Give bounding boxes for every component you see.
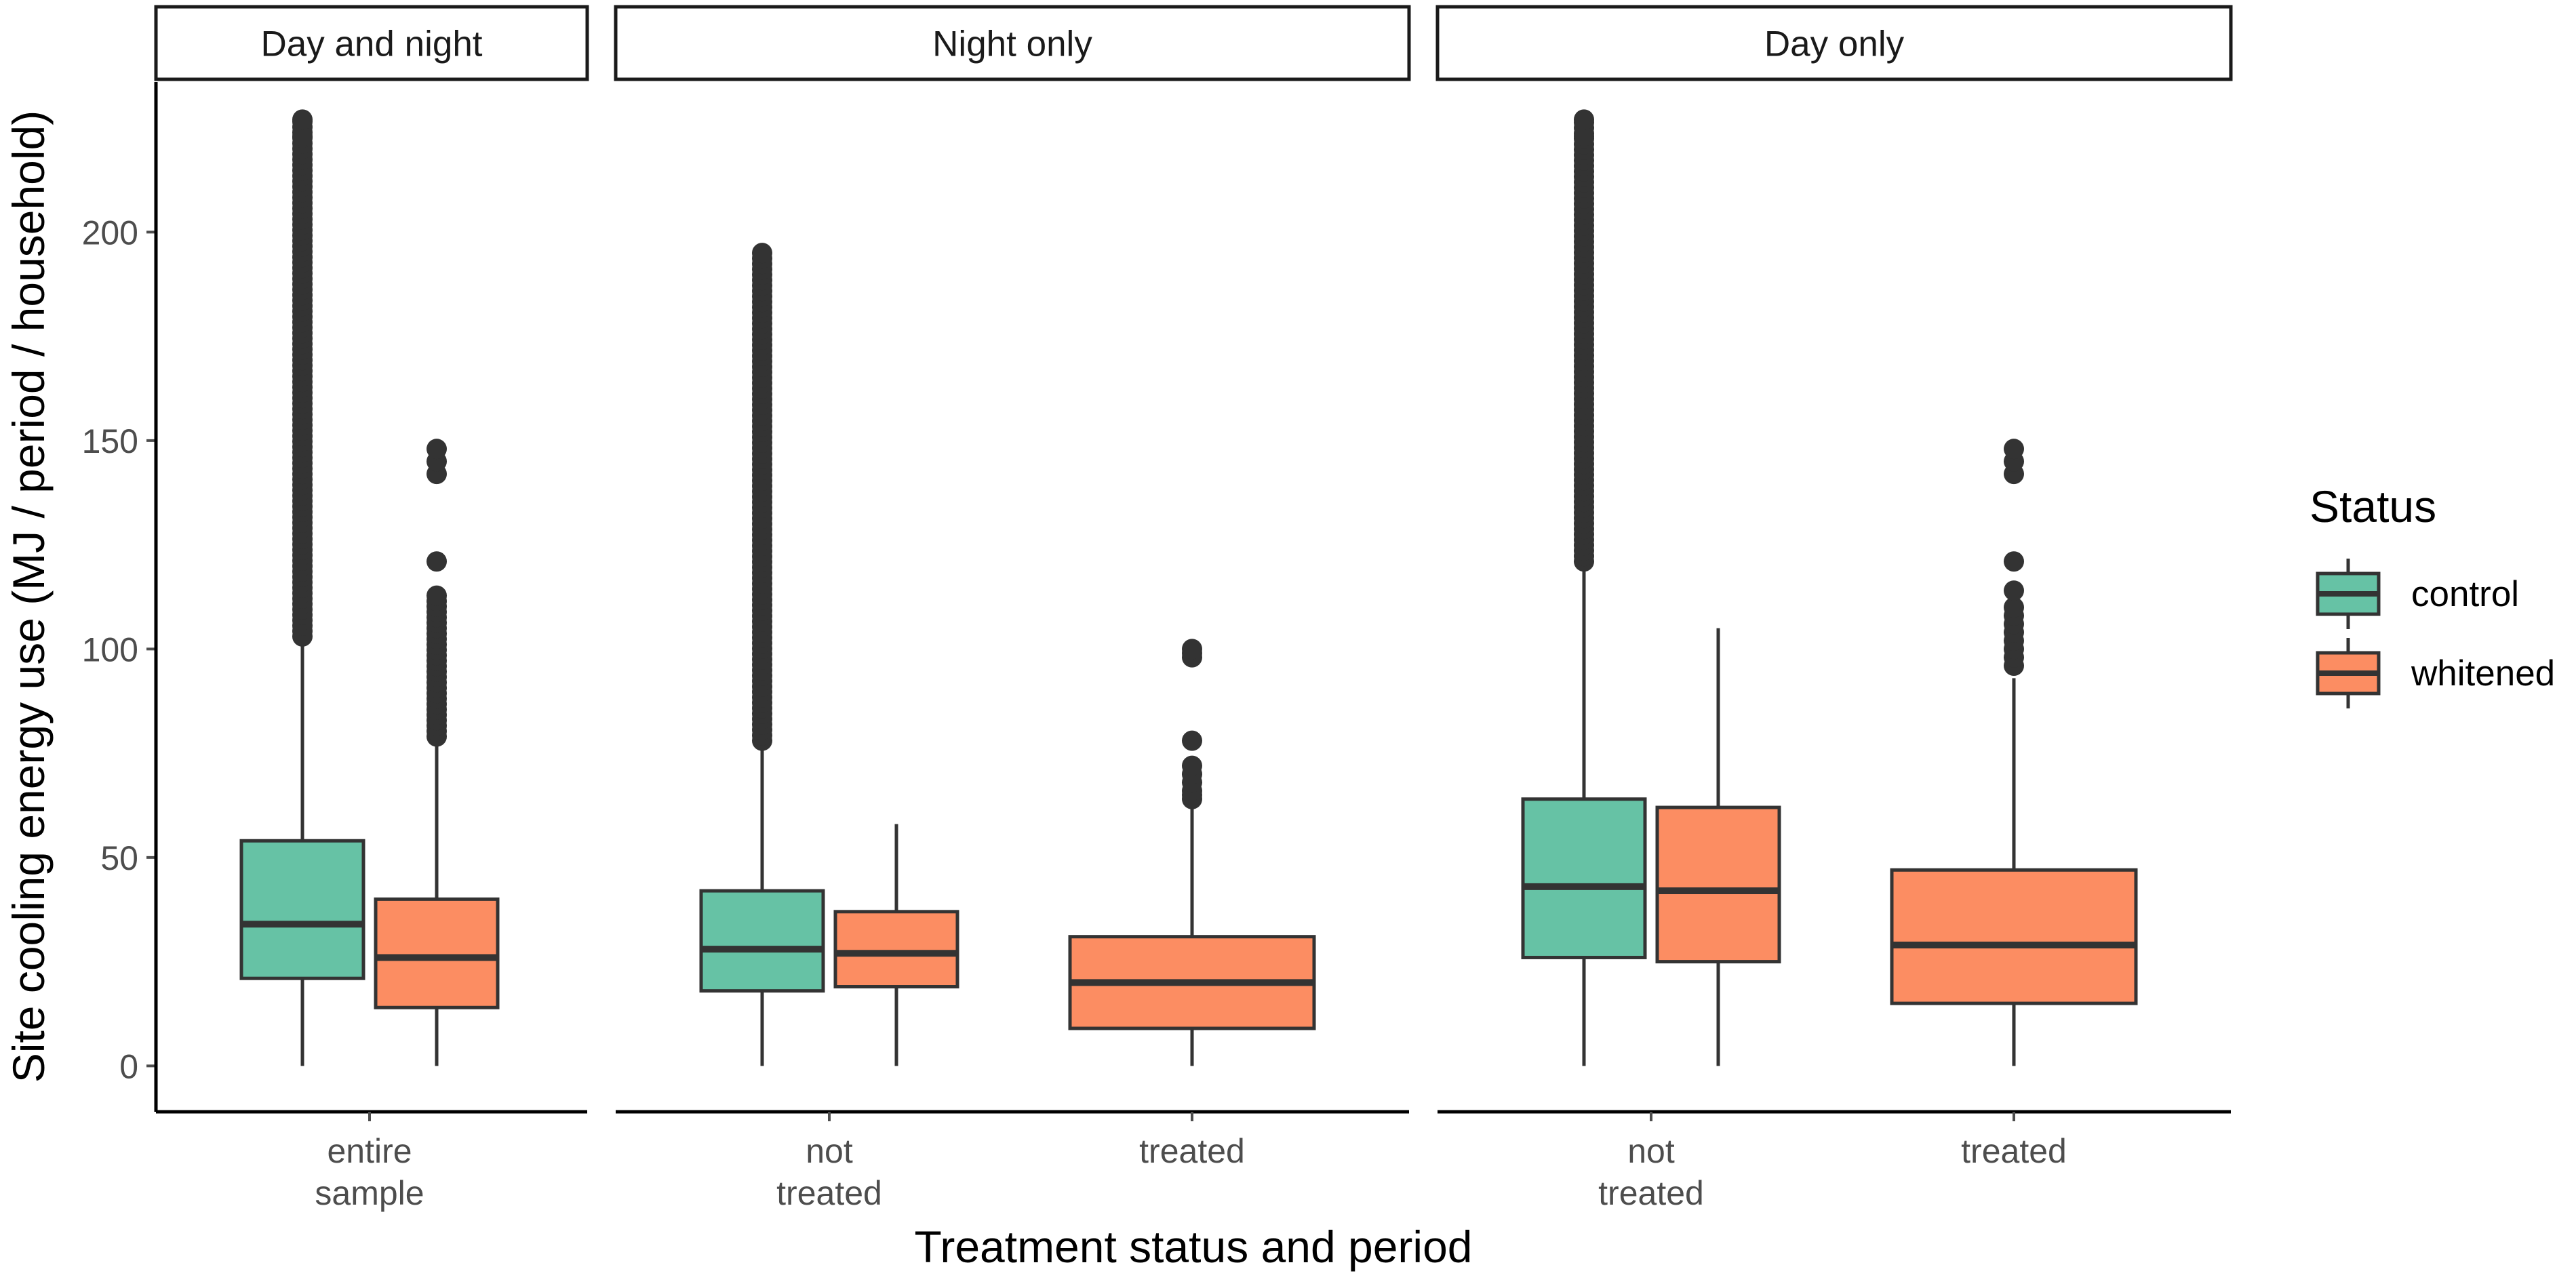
box-iqr-control <box>699 889 825 993</box>
outlier-point <box>2004 439 2024 460</box>
facet-strip <box>154 5 589 81</box>
facet-strip-label: Day and night <box>260 24 482 64</box>
box-iqr-control <box>239 839 365 980</box>
outlier-point <box>1182 730 1202 751</box>
x-tick-label: treated <box>1139 1132 1245 1170</box>
y-axis-title: Site cooling energy use (MJ / period / h… <box>3 110 54 1083</box>
y-tick-label: 150 <box>82 422 138 460</box>
outlier-point <box>1574 109 1594 130</box>
x-tick-label: entire <box>327 1132 412 1170</box>
outlier-point <box>1182 755 1202 776</box>
x-tick-label: not <box>1627 1132 1675 1170</box>
y-tick-label: 100 <box>82 630 138 668</box>
legend-item-label: control <box>2411 574 2519 614</box>
x-tick-label: treated <box>1961 1132 2067 1170</box>
outlier-point <box>427 551 447 572</box>
outlier-point <box>2004 551 2024 572</box>
y-tick-label: 200 <box>82 214 138 252</box>
outlier-point <box>752 243 772 264</box>
box-iqr-whitened <box>374 897 500 1009</box>
facet-strip-label: Night only <box>932 24 1092 64</box>
outlier-point <box>2004 580 2024 601</box>
y-tick-label: 50 <box>100 839 138 877</box>
legend-item-label: whitened <box>2411 654 2555 694</box>
outlier-point <box>427 585 447 606</box>
x-tick-label: treated <box>776 1174 882 1212</box>
facet-strip <box>614 5 1411 81</box>
outlier-point <box>2004 597 2024 618</box>
outlier-point <box>1182 639 1202 660</box>
facet-strip <box>1435 5 2233 81</box>
facet-strip-label: Day only <box>1764 24 1905 64</box>
x-tick-label: treated <box>1598 1174 1704 1212</box>
outlier-point <box>1574 125 1594 146</box>
x-tick-label: sample <box>315 1174 424 1212</box>
x-tick-label: not <box>806 1132 853 1170</box>
box-iqr-whitened <box>1655 805 1781 964</box>
x-axis-title: Treatment status and period <box>914 1222 1472 1272</box>
legend-title: Status <box>2310 481 2436 531</box>
outlier-point <box>292 125 313 146</box>
y-tick-label: 0 <box>119 1047 138 1085</box>
box-iqr-whitened <box>1890 868 2138 1005</box>
outlier-point <box>292 109 313 130</box>
box-iqr-control <box>1521 797 1647 959</box>
outlier-point <box>427 439 447 460</box>
box-iqr-whitened <box>833 910 959 989</box>
